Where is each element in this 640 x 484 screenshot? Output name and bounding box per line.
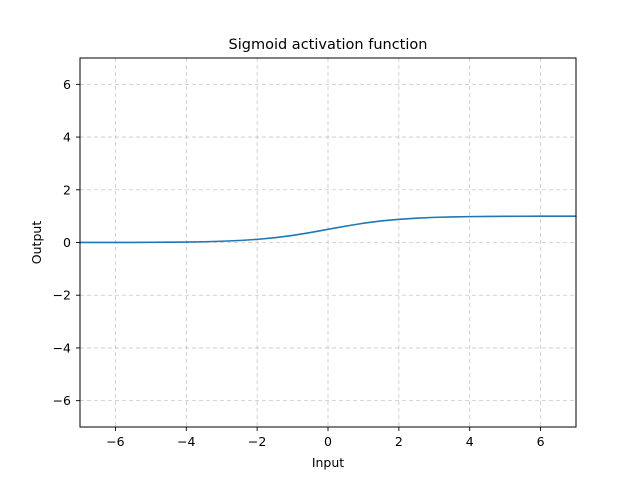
x-tick-label: −4 — [177, 434, 195, 449]
x-tick-label: −6 — [106, 434, 124, 449]
y-tick-label: 6 — [63, 77, 71, 92]
sigmoid-line — [79, 215, 577, 244]
ticks-layer: −6 −4 −2 0 2 4 6 −6 −4 −2 0 2 4 6 — [53, 77, 545, 449]
x-tick-label: 4 — [466, 434, 474, 449]
x-tick-label: 6 — [537, 434, 545, 449]
y-tick-label: 0 — [63, 235, 71, 250]
x-tick-label: −2 — [248, 434, 266, 449]
y-axis-label: Output — [29, 221, 44, 265]
y-tick-label: −2 — [53, 288, 71, 303]
series-layer — [79, 215, 577, 244]
chart-title: Sigmoid activation function — [229, 37, 428, 53]
grid-layer — [80, 58, 576, 427]
y-tick-label: 2 — [63, 182, 71, 197]
y-tick-label: −6 — [53, 393, 71, 408]
x-axis-label: Input — [312, 455, 344, 470]
x-tick-label: 2 — [395, 434, 403, 449]
y-tick-label: 4 — [63, 130, 71, 145]
y-tick-label: −4 — [53, 340, 71, 355]
x-tick-label: 0 — [324, 434, 332, 449]
